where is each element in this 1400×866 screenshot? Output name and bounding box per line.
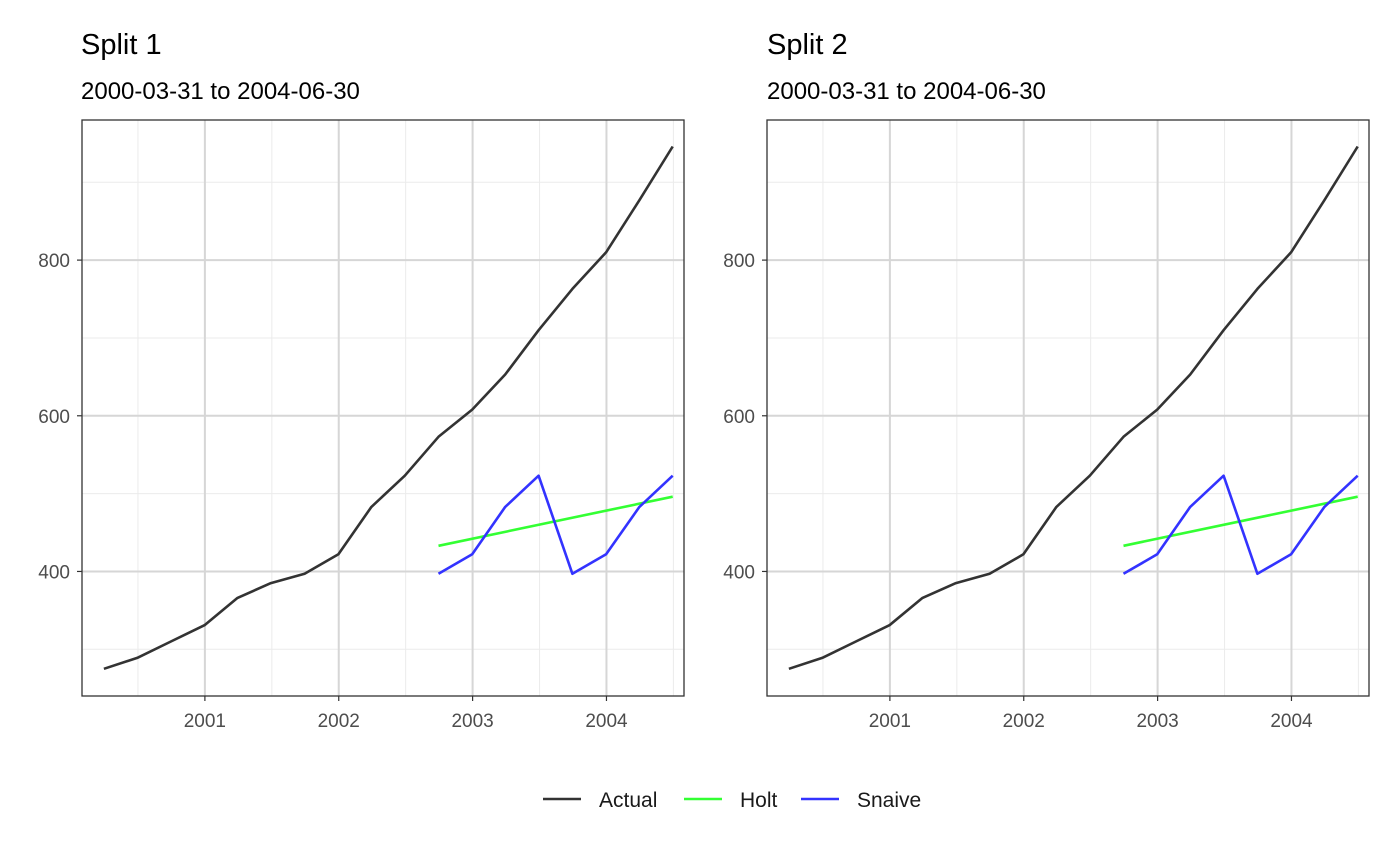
x-tick-label: 2002 bbox=[318, 711, 360, 732]
legend-item-actual: Actual bbox=[543, 789, 657, 812]
minor-gridlines bbox=[767, 120, 1369, 696]
x-tick-label: 2003 bbox=[1136, 711, 1178, 732]
x-tick-label: 2004 bbox=[585, 711, 628, 732]
legend: Actual Holt Snaive bbox=[543, 789, 921, 812]
y-tick-label: 600 bbox=[38, 407, 70, 428]
legend-label: Holt bbox=[740, 789, 778, 812]
y-tick-label: 800 bbox=[38, 251, 70, 272]
legend-label: Snaive bbox=[857, 789, 921, 812]
panel-1: Split 1 2000-03-31 to 2004-06-30 2001 2002 2… bbox=[38, 29, 685, 732]
series-line-snaive bbox=[437, 474, 674, 576]
x-tick-label: 2001 bbox=[184, 711, 226, 732]
panel-subtitle: 2000-03-31 to 2004-06-30 bbox=[767, 78, 1046, 105]
y-tick-label: 400 bbox=[38, 562, 70, 583]
x-tick-label: 2001 bbox=[869, 711, 911, 732]
legend-item-snaive: Snaive bbox=[801, 789, 921, 812]
x-tick-label: 2004 bbox=[1270, 711, 1313, 732]
series-line-actual bbox=[103, 145, 674, 671]
panels: Split 1 2000-03-31 to 2004-06-30 2001 2002 2… bbox=[38, 29, 1370, 732]
y-tick-label: 400 bbox=[723, 562, 755, 583]
x-tick-label: 2002 bbox=[1003, 711, 1045, 732]
panel-border bbox=[766, 119, 1370, 697]
panel-2: Split 2 2000-03-31 to 2004-06-30 2001 2002 2… bbox=[723, 29, 1370, 732]
y-tick-label: 800 bbox=[723, 251, 755, 272]
legend-label: Actual bbox=[599, 789, 657, 812]
series-line-actual bbox=[788, 145, 1359, 671]
panel-title: Split 2 bbox=[767, 29, 848, 61]
y-tick-label: 600 bbox=[723, 407, 755, 428]
panel-subtitle: 2000-03-31 to 2004-06-30 bbox=[81, 78, 360, 105]
panel-border bbox=[81, 119, 685, 697]
minor-gridlines bbox=[82, 120, 684, 696]
x-tick-label: 2003 bbox=[451, 711, 493, 732]
series-line-snaive bbox=[1122, 474, 1359, 576]
major-gridlines bbox=[767, 120, 1369, 696]
major-gridlines bbox=[82, 120, 684, 696]
panel-title: Split 1 bbox=[81, 29, 162, 61]
legend-item-holt: Holt bbox=[684, 789, 778, 812]
